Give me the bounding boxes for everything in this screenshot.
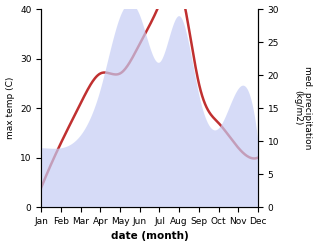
Y-axis label: med. precipitation
(kg/m2): med. precipitation (kg/m2) [293,66,313,150]
X-axis label: date (month): date (month) [111,231,189,242]
Y-axis label: max temp (C): max temp (C) [5,77,15,139]
